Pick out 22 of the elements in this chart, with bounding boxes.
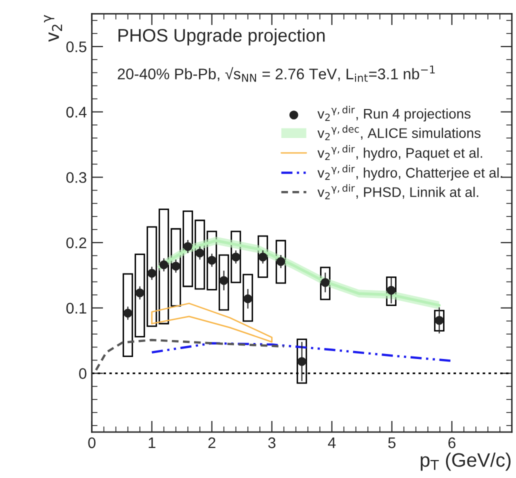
- y-tick-label: 0.2: [66, 237, 86, 248]
- y-tick-label: 0.3: [66, 172, 86, 183]
- x-axis-title: p$_{T}$ (GeV/c): [420, 452, 511, 471]
- x-tick-label: 2: [208, 437, 216, 448]
- y-tick-label: 0.5: [66, 41, 86, 52]
- legend-label: v$_{2}$$^{γ,dir}$, hydro, Paquet et al.: [317, 145, 482, 161]
- legend-label: v$_{2}$$^{γ,dir}$, Run 4 projections: [317, 106, 470, 122]
- y-tick-label: 0: [79, 368, 86, 379]
- text: PHOS Upgrade projection: [118, 28, 325, 46]
- y-tick-label: 0.1: [66, 302, 86, 314]
- x-tick-label: 5: [388, 438, 396, 448]
- x-tick-label: 4: [328, 438, 336, 448]
- text: 20-40% Pb-Pb, √s$_{NN}$ = 2.76 TeV, L$_{int}$=3.1 nb$^{−1}$: [118, 66, 435, 82]
- y-tick-label: 0.4: [66, 106, 87, 118]
- x-tick-label: 1: [148, 438, 156, 448]
- y-axis-title: v$_{2}$$^{γ}$: [44, 14, 62, 42]
- x-tick-label: 0: [88, 437, 96, 448]
- legend-label: v$_{2}$$^{γ,dec}$, ALICE simulations: [317, 125, 481, 140]
- x-tick-label: 6: [448, 437, 456, 448]
- legend-label: v$_{2}$$^{γ,dir}$, PHSD, Linnik at al.: [317, 184, 478, 200]
- legend-label: v$_{2}$$^{γ,dir}$, hydro, Chatterjee et al.: [317, 164, 502, 180]
- x-tick-label: 3: [268, 437, 276, 448]
